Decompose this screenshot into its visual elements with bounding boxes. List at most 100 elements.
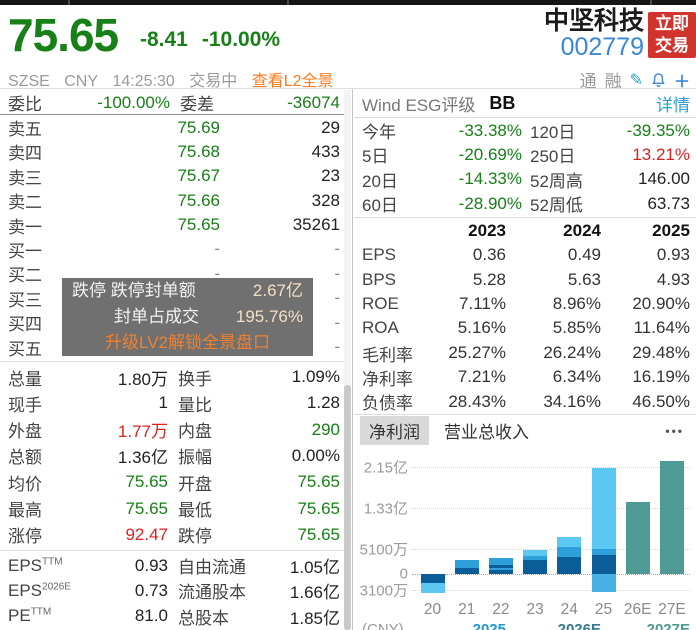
add-watchlist-icon[interactable]: ＋ <box>673 73 690 91</box>
stat-label: 最高 <box>8 501 42 521</box>
tab-total-revenue[interactable]: 营业总收入 <box>444 423 529 442</box>
upgrade-lv2-link[interactable]: 升级LV2解锁全景盘口 <box>105 333 270 352</box>
ask-label: 卖四 <box>8 144 42 164</box>
stat-row-limits: 涨停 92.47 跌停 75.65 <box>0 522 344 548</box>
fin-value: 4.93 <box>656 269 690 289</box>
margin-badge-tong: 通 <box>579 72 597 91</box>
stat-value: 75.65 <box>125 472 168 492</box>
esg-label: Wind ESG评级 <box>362 96 476 115</box>
chart-gridline <box>412 508 690 510</box>
stat-label: 跌停 <box>178 527 212 547</box>
section-divider <box>354 413 696 415</box>
perf-row-60d: 60日 -28.90% 52周低 63.73 <box>354 191 696 216</box>
browser-tab-strip <box>0 0 696 5</box>
trade-now-button[interactable]: 立即 交易 <box>648 12 696 58</box>
tooltip-value: 2.67亿 <box>252 281 303 300</box>
stat-value: 1.36亿 <box>117 448 168 468</box>
bar-segment-21 <box>454 568 479 575</box>
ask-volume: 328 <box>311 190 340 210</box>
bid-volume: - <box>334 263 340 283</box>
perf-label: 今年 <box>362 123 396 142</box>
chart-x-axis: 20 21 22 23 24 25 26E 27E <box>412 601 690 621</box>
fin-value: 46.50% <box>632 391 690 411</box>
bar-segment-25 <box>591 554 616 575</box>
chart-menu-icon[interactable]: ••• <box>665 423 684 438</box>
ask-label: 卖五 <box>8 120 42 139</box>
chart-y-axis: 2.15亿 1.33亿 5100万 0 3100万 <box>354 445 408 599</box>
fin-value: 0.93 <box>656 245 690 265</box>
exchange-label: SZSE <box>8 73 50 90</box>
section-divider <box>354 117 696 118</box>
stat-value: 1.28 <box>306 393 340 413</box>
ask-row-2: 卖二 75.66 328 <box>0 188 344 213</box>
price-change: -8.41 -10.00% <box>140 28 294 52</box>
cap-value: 1.05亿 <box>289 558 340 578</box>
fin-label: BPS <box>362 269 397 289</box>
ask-price: 75.66 <box>177 190 220 210</box>
stat-value: 92.47 <box>125 524 168 544</box>
fin-row-eps: EPS 0.36 0.49 0.93 <box>354 243 696 267</box>
chart-y-tick-label: 2.15亿 <box>363 459 408 477</box>
bar-segment-22 <box>488 567 513 571</box>
tooltip-value: 195.76% <box>235 307 303 326</box>
tab-net-profit[interactable]: 净利润 <box>360 416 429 445</box>
header-icons: 通 融 ✎ ＋ <box>580 67 690 92</box>
stat-row-volume: 总量 1.80万 换手 1.09% <box>0 364 344 390</box>
stat-label: 总量 <box>8 369 42 389</box>
perf-row-20d: 20日 -14.33% 52周高 146.00 <box>354 167 696 191</box>
stock-name: 中坚科技 <box>543 7 644 35</box>
fin-value: 6.34% <box>552 367 601 387</box>
edit-icon[interactable]: ✎ <box>629 71 643 89</box>
ask-label: 卖一 <box>8 217 42 237</box>
currency-label: CNY <box>64 73 99 90</box>
bid-volume: - <box>334 337 340 357</box>
tab-separator <box>68 0 70 5</box>
chart-x-tick-label: 25 <box>594 601 613 618</box>
last-price: 75.65 <box>8 9 119 61</box>
cap-value: 1.85亿 <box>289 608 340 628</box>
fin-value: 26.24% <box>543 343 601 363</box>
alert-bell-icon[interactable] <box>651 72 666 88</box>
chart-footer-2025: 2025 <box>472 621 506 630</box>
chart-x-tick-label: 22 <box>492 601 510 618</box>
ask-volume: 433 <box>311 141 340 161</box>
cap-row-pe-ttm: PETTM 81.0 总股本 1.85亿 <box>0 604 344 629</box>
weicha-label: 委差 <box>180 95 214 114</box>
stat-label: 外盘 <box>8 422 42 442</box>
perf-value: -14.33% <box>458 169 522 189</box>
bar-segment-24 <box>557 556 582 575</box>
fin-label: 净利率 <box>362 369 413 389</box>
bar-segment-22 <box>488 558 513 565</box>
stock-code: 002779 <box>560 33 644 61</box>
chart-footer-2026e: 2026E <box>557 621 601 630</box>
fin-label: 毛利率 <box>362 345 413 365</box>
fin-label: ROA <box>362 318 399 338</box>
scrollbar-thumb[interactable] <box>344 385 351 630</box>
tooltip-label: 跌停 跌停封单额 <box>72 281 196 300</box>
perf-value: -39.35% <box>626 120 690 140</box>
perf-label: 60日 <box>362 196 398 216</box>
stat-label: 内盘 <box>178 422 212 442</box>
fin-value: 34.16% <box>543 391 601 411</box>
fin-row-roe: ROE 7.11% 8.96% 20.90% <box>354 292 696 316</box>
fin-label: EPS <box>362 245 397 265</box>
fin-label: 负债率 <box>362 394 413 414</box>
fin-value: 20.90% <box>632 293 690 313</box>
view-l2-link[interactable]: 查看L2全景 <box>251 73 334 90</box>
fin-value: 5.28 <box>472 269 506 289</box>
bar-segment-23 <box>523 549 548 556</box>
chart-x-tick-label: 20 <box>423 601 442 618</box>
stat-label: 均价 <box>8 474 42 494</box>
chart-gridline <box>412 548 690 550</box>
esg-detail-link[interactable]: 详情 <box>656 96 690 115</box>
cap-value: 81.0 <box>134 606 168 626</box>
cap-label: PETTM <box>8 606 52 626</box>
fin-year: 2024 <box>563 220 601 240</box>
ask-label: 卖二 <box>8 193 42 213</box>
stat-value: 1.77万 <box>117 422 168 442</box>
cap-label: 自由流通 <box>178 558 246 578</box>
stat-label: 现手 <box>8 395 42 415</box>
scrollbar-track[interactable] <box>344 90 351 630</box>
fin-value: 29.48% <box>632 343 690 363</box>
ask-row-5: 卖五 75.69 29 <box>0 115 344 140</box>
